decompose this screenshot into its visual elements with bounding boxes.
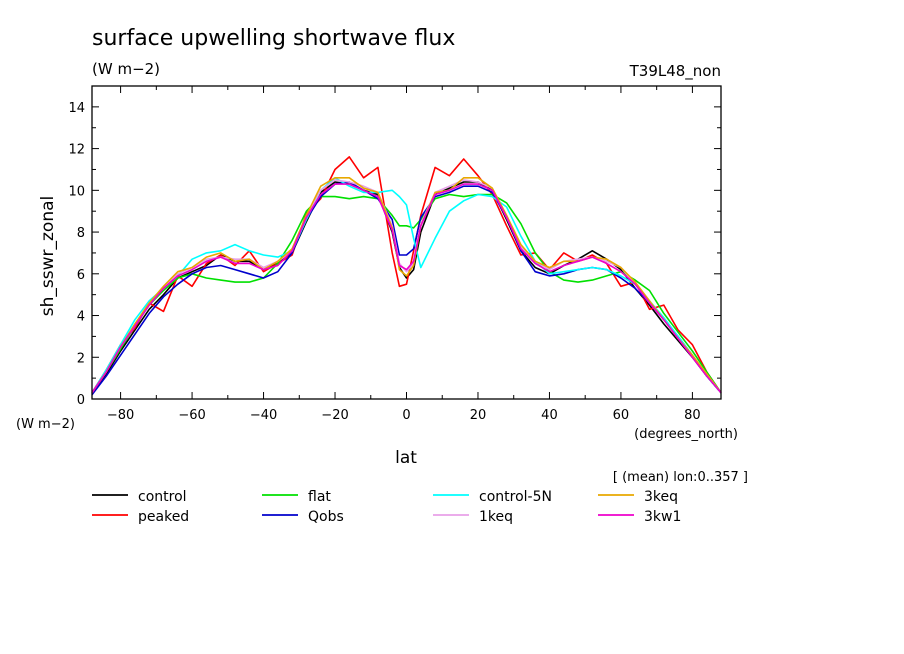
chart-units-label: (W m−2) (92, 60, 160, 78)
x-tick-label: −80 (107, 408, 134, 423)
y-tick-label: 2 (77, 351, 85, 366)
x-tick-label: 20 (470, 408, 487, 423)
series-line-3keq (91, 177, 722, 394)
x-tick-label: −40 (250, 408, 277, 423)
y-tick-label: 14 (68, 101, 85, 116)
series-line-control-5n (91, 177, 722, 394)
y-tick-label: 4 (77, 310, 85, 325)
y-tick-label: 12 (68, 143, 85, 158)
x-units-label: (degrees_north) (634, 427, 738, 442)
x-axis: −80 −60 −40 −20 0 20 40 60 80 (107, 86, 701, 423)
x-tick-label: −20 (321, 408, 348, 423)
y-tick-label: 8 (77, 226, 85, 241)
chart-title: surface upwelling shortwave flux (92, 26, 455, 51)
legend-label-3keq: 3keq (644, 489, 678, 505)
averaging-note: [ (mean) lon:0..357 ] (613, 470, 748, 485)
x-tick-label: 0 (402, 408, 410, 423)
series-line-1keq (91, 179, 722, 394)
y-units-label: (W m−2) (16, 417, 75, 432)
y-tick-label: 10 (68, 184, 85, 199)
plot-frame (91, 85, 722, 400)
x-tick-label: 40 (541, 408, 558, 423)
x-tick-label: 60 (613, 408, 630, 423)
series-line-control (91, 181, 722, 394)
legend-label-3kw1: 3kw1 (644, 509, 681, 525)
x-axis-label: lat (395, 448, 417, 468)
legend-label-qobs: Qobs (308, 509, 344, 525)
y-tick-label: 0 (77, 393, 85, 408)
legend-label-control: control (138, 489, 187, 505)
y-axis: 0 2 4 6 8 10 12 14 (68, 101, 721, 408)
plot-series (91, 156, 722, 396)
legend-label-control-5n: control-5N (479, 489, 552, 505)
y-tick-label: 6 (77, 268, 85, 283)
x-tick-label: 80 (684, 408, 701, 423)
legend-label-peaked: peaked (138, 509, 189, 525)
y-axis-label: sh_sswr_zonal (38, 196, 58, 316)
legend-label-1keq: 1keq (479, 509, 513, 525)
experiment-label: T39L48_non (629, 62, 721, 81)
legend: control flat control-5N 3keq peaked Qobs 1keq 3… (92, 489, 681, 525)
x-tick-label: −60 (178, 408, 205, 423)
series-line-qobs (91, 181, 722, 396)
legend-label-flat: flat (308, 489, 331, 505)
series-line-flat (91, 193, 722, 394)
series-line-3kw1 (91, 183, 722, 394)
